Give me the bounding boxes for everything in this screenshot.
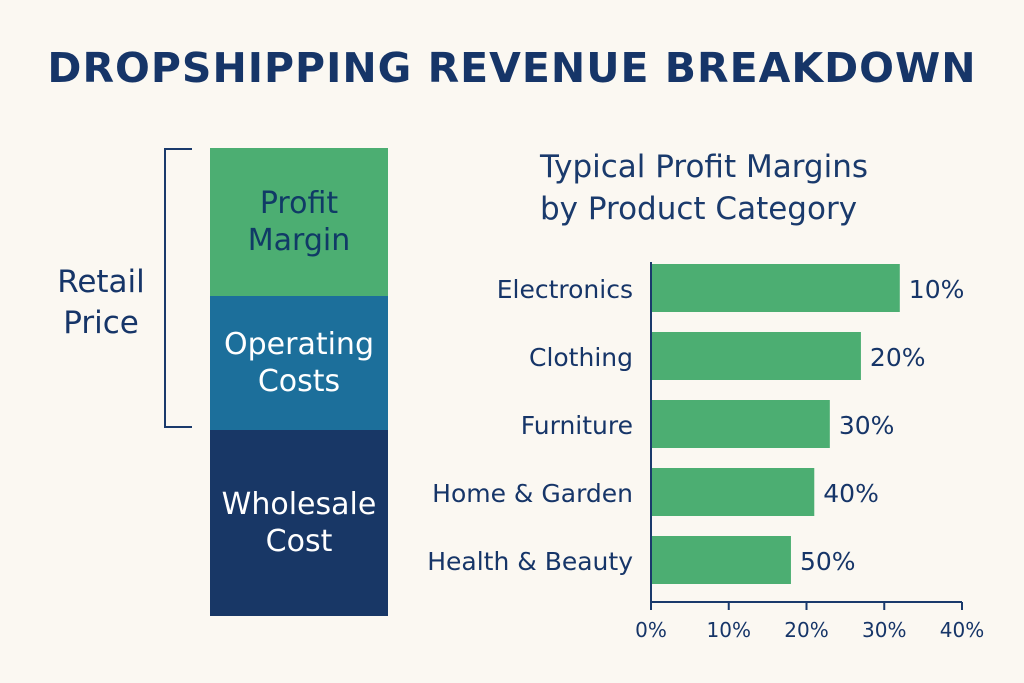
data-label: 20% xyxy=(870,343,926,372)
segment-label-line: Margin xyxy=(247,223,351,258)
data-label: 40% xyxy=(823,479,879,508)
category-label: Furniture xyxy=(521,411,633,440)
revenue-stack: Profit Margin Operating Costs Wholesale … xyxy=(210,148,388,616)
retail-price-label: Retail Price xyxy=(46,262,156,344)
retail-price-bracket xyxy=(164,148,192,428)
x-tick-label: 0% xyxy=(635,618,667,642)
category-label: Home & Garden xyxy=(432,479,633,508)
retail-price-label-line: Retail xyxy=(57,264,145,300)
chart-title-line: by Product Category xyxy=(540,191,858,227)
bar xyxy=(651,264,900,312)
data-label: 30% xyxy=(839,411,895,440)
profit-margin-segment: Profit Margin xyxy=(210,148,388,296)
chart-title-line: Typical Profit Margins xyxy=(540,149,868,185)
page-title: DROPSHIPPING REVENUE BREAKDOWN xyxy=(47,44,977,92)
segment-label-line: Cost xyxy=(265,524,333,559)
segment-label-line: Costs xyxy=(257,364,341,399)
data-label: 50% xyxy=(800,547,856,576)
chart-title: Typical Profit Margins by Product Catego… xyxy=(540,146,960,230)
x-tick-label: 40% xyxy=(940,618,984,642)
wholesale-cost-segment: Wholesale Cost xyxy=(210,430,388,616)
category-label: Electronics xyxy=(497,275,633,304)
segment-label-line: Wholesale xyxy=(221,487,377,522)
bar xyxy=(651,332,861,380)
x-tick-label: 30% xyxy=(862,618,906,642)
segment-label-line: Profit xyxy=(259,186,339,221)
retail-price-label-line: Price xyxy=(63,305,139,341)
data-label: 10% xyxy=(909,275,965,304)
operating-costs-segment: Operating Costs xyxy=(210,296,388,430)
category-label: Health & Beauty xyxy=(427,547,633,576)
segment-label-line: Operating xyxy=(224,327,374,362)
x-tick-label: 10% xyxy=(707,618,751,642)
x-tick-label: 20% xyxy=(784,618,828,642)
bar xyxy=(651,468,815,516)
bar xyxy=(651,536,791,584)
category-label: Clothing xyxy=(529,343,633,372)
bar xyxy=(651,400,830,448)
